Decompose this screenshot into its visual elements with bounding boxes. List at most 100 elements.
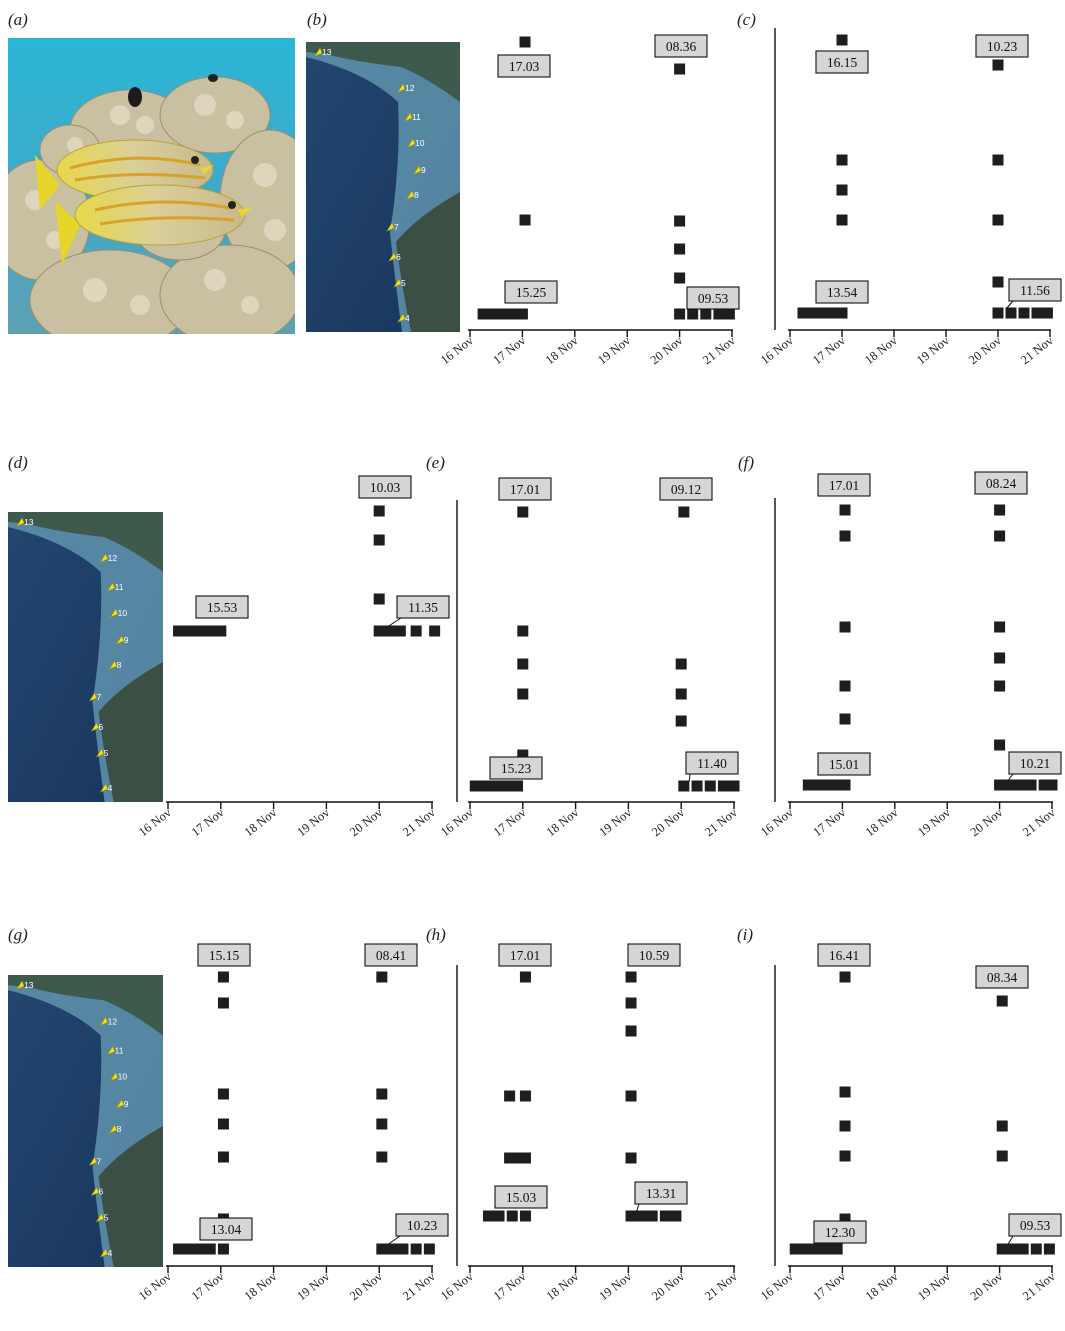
site-marker: 11 [106, 1045, 124, 1056]
site-pin-icon [90, 722, 99, 732]
detection-marker [1017, 1243, 1029, 1255]
x-tick-label: 21 Nov [702, 805, 740, 839]
time-label-text: 15.23 [501, 761, 532, 776]
time-label: 09.53 [1007, 1213, 1062, 1246]
site-pin-icon [397, 83, 406, 93]
time-label: 15.01 [817, 752, 871, 776]
panel-letter: (a) [8, 10, 28, 29]
site-marker: 6 [90, 1186, 104, 1196]
time-label: 17.03 [497, 54, 551, 78]
detection-marker [823, 779, 835, 791]
detection-marker [839, 530, 851, 542]
site-marker: 6 [388, 252, 401, 262]
site-pin-icon [115, 635, 125, 645]
detection-marker [994, 652, 1006, 664]
detection-marker [992, 59, 1004, 71]
site-marker: 12 [99, 553, 117, 563]
detection-marker [996, 1150, 1008, 1162]
detection-marker [802, 779, 814, 791]
x-tick-label: 20 Nov [648, 333, 686, 367]
detection-marker [1038, 779, 1050, 791]
site-pin-icon [404, 112, 413, 122]
site-marker: 5 [95, 1213, 109, 1223]
time-label-box [497, 54, 551, 78]
photo-panel-a [8, 38, 295, 334]
x-tick-label: 19 Nov [915, 805, 953, 839]
time-label-text: 17.01 [510, 948, 540, 963]
detection-marker [839, 779, 851, 791]
x-tick-label: 21 Nov [702, 1269, 740, 1303]
site-marker: 9 [115, 1099, 129, 1109]
detection-marker [836, 154, 848, 166]
site-map: 13 12 11 10 9 8 7 6 5 4 [306, 42, 460, 332]
time-label: 09.12 [659, 477, 713, 501]
detection-marker [517, 625, 529, 637]
leader-line [1005, 300, 1014, 310]
detection-marker [490, 780, 502, 792]
detection-marker [678, 780, 690, 792]
time-label-text: 08.24 [986, 476, 1017, 491]
detection-marker [670, 1210, 682, 1222]
site-marker: 12 [397, 83, 415, 93]
detection-marker [674, 63, 686, 75]
detection-marker [994, 504, 1006, 516]
x-tick-label: 20 Nov [968, 1269, 1006, 1303]
time-label-box [498, 943, 552, 967]
detection-marker [836, 214, 848, 226]
x-tick-label: 16 Nov [758, 333, 796, 367]
detection-marker [789, 1243, 801, 1255]
detection-marker [687, 308, 699, 320]
x-tick-label: 18 Nov [544, 805, 582, 839]
time-label-box [817, 943, 871, 967]
detection-marker [1015, 779, 1027, 791]
time-label-text: 13.54 [827, 285, 858, 300]
time-label: 08.24 [974, 471, 1028, 495]
time-label-box [1008, 278, 1062, 302]
detection-marker [800, 1243, 812, 1255]
time-label: 15.03 [494, 1185, 548, 1209]
panel-letter: (b) [307, 10, 327, 29]
detection-marker [717, 780, 729, 792]
detection-marker [506, 1210, 518, 1222]
time-label: 13.31 [634, 1181, 688, 1213]
site-marker: 11 [106, 582, 124, 592]
detection-marker [996, 995, 1008, 1007]
detection-marker [839, 504, 851, 516]
time-label-box [494, 1185, 548, 1209]
site-pin-icon [106, 582, 116, 592]
x-tick-label: 21 Nov [1018, 333, 1056, 367]
detection-marker [625, 1210, 637, 1222]
detection-marker [429, 625, 441, 637]
site-label: 6 [99, 1186, 104, 1196]
site-label: 7 [97, 1156, 102, 1166]
time-label-text: 13.31 [646, 1186, 676, 1201]
time-label-text: 15.25 [516, 285, 547, 300]
detection-marker [397, 1243, 409, 1255]
detection-marker [674, 243, 686, 255]
site-label: 11 [115, 582, 124, 592]
detection-marker [217, 997, 229, 1009]
detection-marker [675, 658, 687, 670]
site-pin-icon [109, 1072, 119, 1082]
time-label: 17.01 [817, 473, 871, 497]
x-tick-label: 18 Nov [242, 1269, 280, 1303]
detection-marker [839, 680, 851, 692]
detection-marker [839, 971, 851, 983]
detection-marker [1043, 1243, 1055, 1255]
site-marker: 13 [16, 980, 34, 990]
site-pin-icon [88, 692, 97, 702]
detection-marker [423, 1243, 435, 1255]
site-label: 13 [322, 47, 332, 57]
detection-marker [996, 1120, 1008, 1132]
site-pin-icon [106, 1045, 116, 1056]
time-label-box [685, 751, 739, 775]
time-label: 17.01 [498, 943, 552, 967]
site-label: 8 [414, 190, 419, 200]
time-label: 17.01 [498, 477, 552, 501]
time-label: 08.34 [975, 965, 1029, 989]
site-label: 9 [421, 165, 426, 175]
site-pin-icon [95, 748, 104, 758]
detection-marker [1004, 779, 1016, 791]
detection-marker [504, 1152, 516, 1164]
x-tick-label: 16 Nov [758, 1269, 796, 1303]
